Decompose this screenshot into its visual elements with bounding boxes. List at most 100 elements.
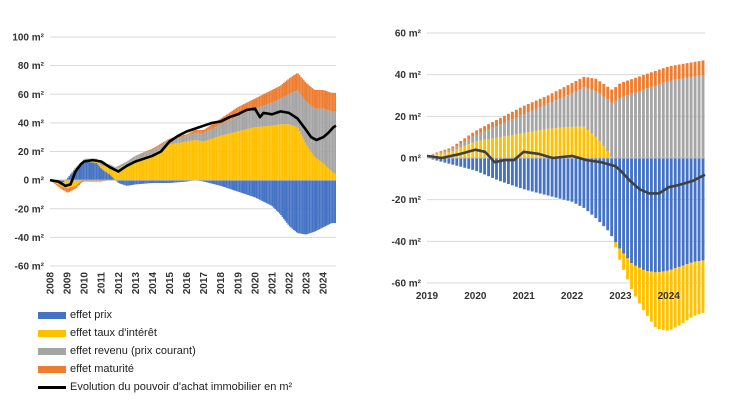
bar-revenu: [483, 131, 487, 140]
bar-revenu: [240, 114, 242, 131]
bar-maturite: [439, 151, 443, 153]
bar-maturite: [233, 109, 235, 118]
bar-taux: [250, 128, 252, 181]
bar-prix: [471, 158, 475, 170]
bar-revenu: [506, 120, 510, 136]
bar-taux: [514, 134, 518, 158]
x-tick-label: 2019: [416, 291, 439, 302]
x-tick-label: 2020: [250, 272, 261, 295]
bar-maturite: [287, 79, 289, 95]
bar-taux: [105, 166, 108, 173]
bar-maturite: [235, 107, 238, 117]
bar-prix: [128, 180, 131, 186]
bar-revenu: [311, 106, 314, 154]
bar-taux: [701, 260, 705, 313]
bar-maturite: [328, 92, 331, 111]
bar-prix: [459, 158, 463, 167]
bar-prix: [626, 158, 629, 259]
bar-prix: [526, 158, 530, 191]
y-tick-label: 20 m²: [395, 112, 422, 123]
bar-revenu: [211, 128, 214, 139]
bar-taux: [184, 141, 186, 181]
x-tick-label: 2021: [267, 272, 278, 295]
bar-taux: [550, 128, 554, 158]
bar-taux: [443, 152, 447, 158]
bar-revenu: [562, 96, 566, 128]
bar-maturite: [610, 89, 614, 103]
bar-taux: [237, 131, 239, 181]
bar-prix: [85, 161, 88, 181]
bar-revenu: [75, 166, 78, 168]
bar-maturite: [154, 147, 156, 149]
bar-maturite: [530, 102, 534, 111]
bar-maturite: [308, 85, 311, 105]
bar-maturite: [168, 138, 171, 141]
bar-taux: [278, 124, 281, 181]
bar-maturite: [203, 129, 205, 133]
bar-revenu: [178, 137, 181, 143]
bar-prix: [105, 172, 108, 181]
bar-maturite: [210, 125, 212, 130]
bar-revenu: [145, 152, 148, 157]
bar-prix: [237, 180, 239, 192]
bar-taux: [518, 133, 522, 158]
bar-prix: [281, 180, 284, 217]
bar-revenu: [174, 138, 176, 144]
bar-maturite: [184, 134, 186, 137]
bar-taux: [148, 155, 151, 181]
bar-maturite: [162, 142, 165, 144]
bar-prix: [649, 158, 653, 272]
bar-prix: [550, 158, 554, 197]
bar-taux: [142, 157, 145, 181]
bar-prix: [68, 176, 71, 181]
bar-prix: [661, 158, 665, 272]
bar-taux: [263, 126, 265, 181]
bar-maturite: [301, 78, 304, 97]
bar-revenu: [248, 110, 251, 129]
bar-revenu: [479, 132, 483, 141]
bar-taux: [107, 166, 109, 174]
bar-taux: [98, 163, 101, 167]
bar-taux: [328, 169, 331, 181]
bar-revenu: [237, 115, 239, 132]
bar-prix: [78, 165, 81, 181]
bar-taux: [260, 126, 262, 181]
bar-maturite: [451, 146, 455, 149]
bar-prix: [147, 180, 149, 184]
bar-taux: [685, 264, 689, 321]
bar-taux: [240, 130, 242, 181]
bar-maturite: [268, 91, 271, 104]
bar-maturite: [55, 183, 58, 186]
bar-taux: [162, 147, 165, 181]
bar-prix: [241, 180, 244, 194]
bar-maturite: [317, 89, 319, 109]
x-tick-label: 2022: [285, 272, 296, 295]
bar-revenu: [175, 138, 178, 144]
bar-maturite: [327, 91, 329, 111]
y-tick-label: -40 m²: [15, 233, 45, 244]
bar-revenu: [241, 113, 244, 131]
legend-label-maturite: effet maturité: [70, 363, 134, 375]
bar-taux: [295, 126, 298, 181]
bar-taux: [108, 167, 111, 175]
bar-prix: [215, 180, 218, 185]
bar-taux: [177, 142, 179, 181]
bar-taux: [171, 143, 173, 181]
bar-revenu: [333, 111, 335, 173]
bar-taux: [185, 141, 188, 181]
bar-maturite: [68, 187, 71, 192]
bar-revenu: [85, 158, 88, 161]
bar-maturite: [85, 180, 88, 182]
bar-taux: [110, 167, 112, 176]
bar-maturite: [689, 62, 693, 78]
bar-revenu: [253, 109, 255, 128]
bar-maturite: [578, 78, 582, 90]
bar-taux: [124, 165, 126, 181]
bar-prix: [618, 158, 622, 249]
bar-taux: [58, 182, 61, 186]
bar-maturite: [204, 129, 206, 133]
bar-taux: [697, 261, 701, 315]
bar-revenu: [155, 147, 158, 152]
bar-maturite: [630, 79, 633, 94]
bar-maturite: [57, 184, 59, 187]
